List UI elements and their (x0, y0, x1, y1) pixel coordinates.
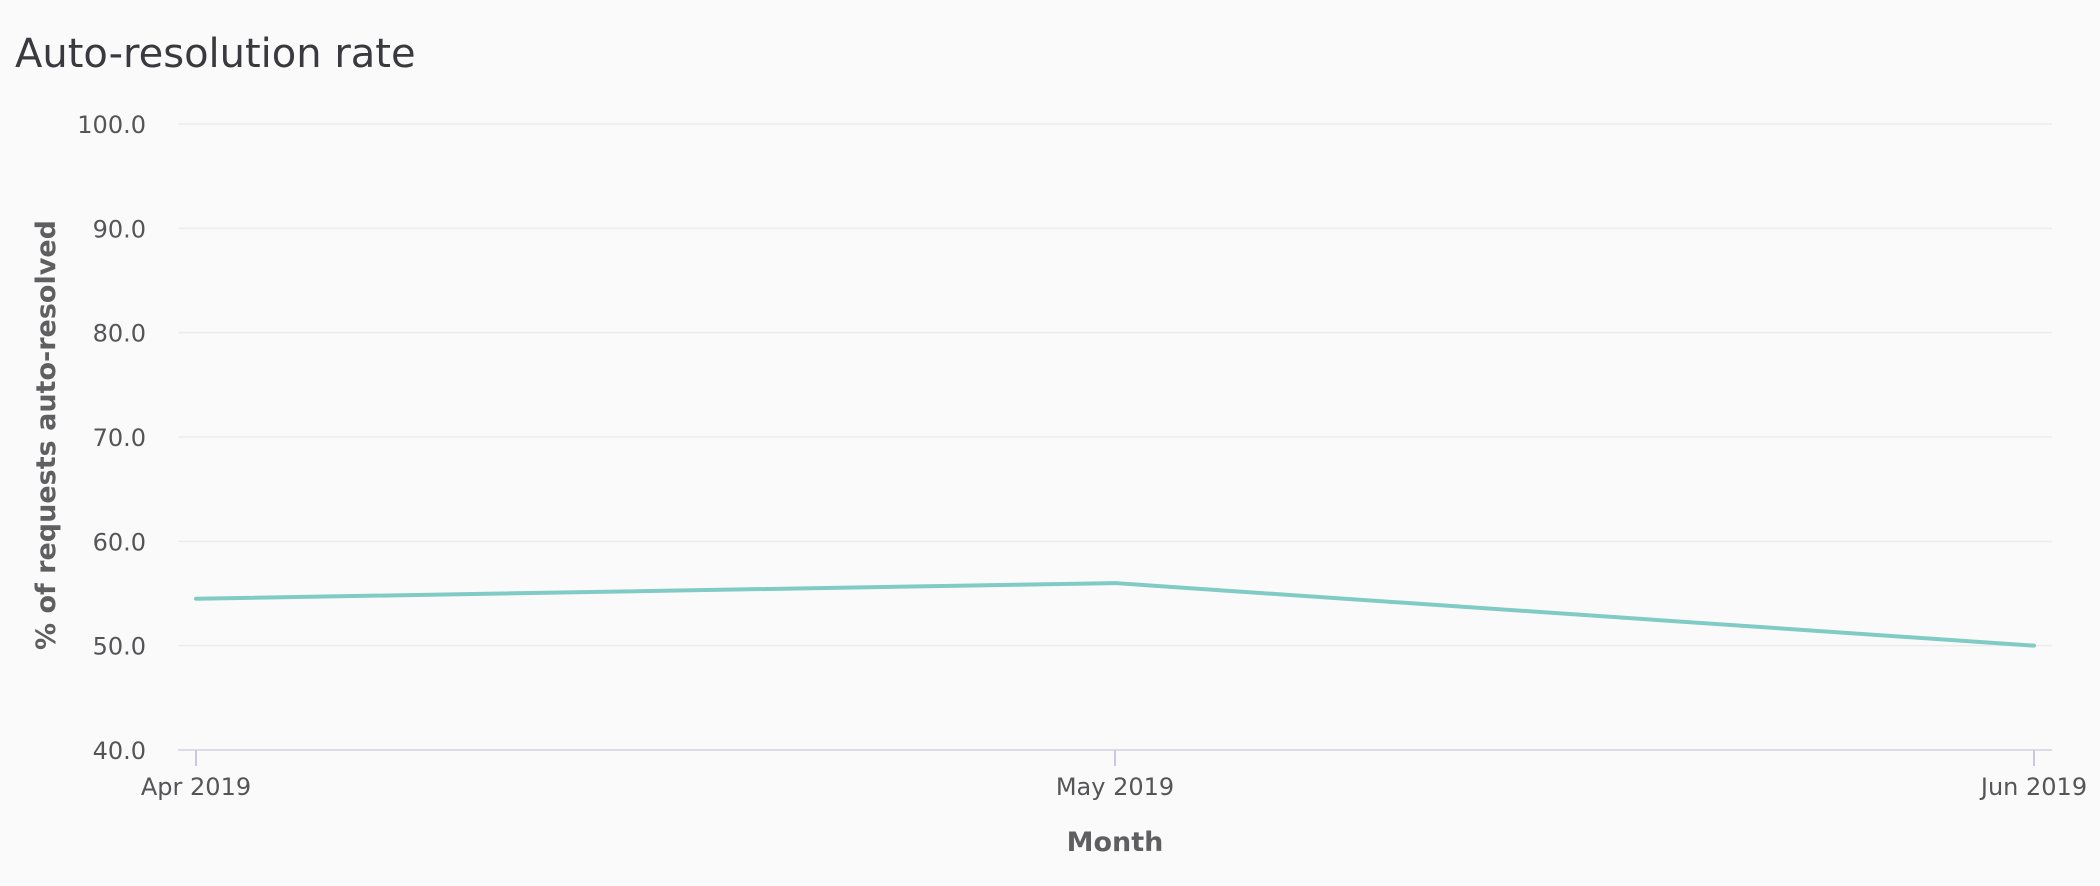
y-axis-title: % of requests auto-resolved (31, 220, 62, 650)
y-axis-ticks: 40.0 50.0 60.0 70.0 80.0 90.0 100.0 (77, 111, 146, 765)
y-tick-label: 100.0 (77, 111, 146, 139)
x-tick-label: Apr 2019 (141, 773, 251, 801)
y-tick-label: 60.0 (93, 528, 146, 556)
x-tick-label: May 2019 (1056, 773, 1174, 801)
y-tick-label: 50.0 (93, 633, 146, 661)
y-tick-label: 70.0 (93, 424, 146, 452)
x-axis-ticks: Apr 2019 May 2019 Jun 2019 (141, 750, 2087, 801)
gridlines (178, 123, 2052, 751)
series-line (194, 581, 2036, 648)
chart-title: Auto-resolution rate (15, 31, 416, 77)
data-point (195, 598, 197, 600)
x-tick-label: Jun 2019 (1979, 773, 2087, 801)
y-tick-label: 80.0 (93, 320, 146, 348)
series-layer (194, 581, 2036, 648)
y-tick-label: 90.0 (93, 215, 146, 243)
x-axis-title: Month (1067, 827, 1164, 858)
y-tick-label: 40.0 (93, 737, 146, 765)
data-point (1114, 582, 1116, 584)
data-point (2033, 645, 2035, 647)
